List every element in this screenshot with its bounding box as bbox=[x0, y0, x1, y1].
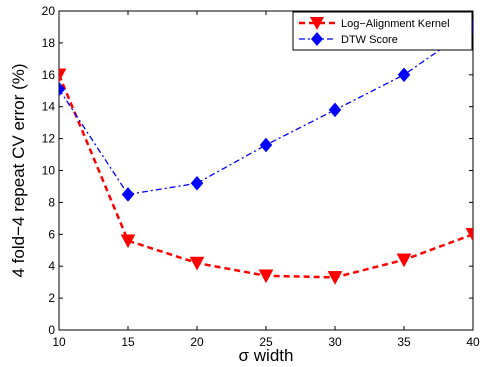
legend-marker-log-alignment-kernel bbox=[310, 17, 324, 30]
legend: Log−Alignment Kernel DTW Score bbox=[292, 11, 473, 51]
x-axis-title: σ width bbox=[239, 346, 294, 365]
data-point bbox=[465, 228, 473, 242]
data-point bbox=[189, 256, 205, 271]
series-layer bbox=[59, 19, 473, 285]
y-axis-title: 4 fold−4 repeat CV error (%) bbox=[9, 63, 28, 277]
y-tick-label: 18 bbox=[42, 36, 56, 50]
x-tick-label: 25 bbox=[259, 335, 273, 349]
data-point bbox=[59, 81, 66, 97]
x-tick-label: 40 bbox=[466, 335, 480, 349]
y-tick-label: 12 bbox=[42, 132, 56, 146]
legend-marker-dtw-score bbox=[311, 32, 323, 46]
data-point bbox=[396, 253, 412, 268]
y-tick-label: 14 bbox=[42, 100, 56, 114]
series-0 bbox=[59, 68, 473, 285]
x-tick-label: 10 bbox=[52, 335, 66, 349]
data-point bbox=[120, 234, 136, 249]
x-tick-label: 35 bbox=[397, 335, 411, 349]
series-1 bbox=[59, 19, 473, 202]
axis-ticks: 0 2 4 6 8 10 12 14 16 18 20 10 15 20 25 30 35 40 bbox=[42, 4, 480, 349]
y-tick-label: 2 bbox=[48, 291, 55, 305]
y-tick-label: 6 bbox=[48, 227, 55, 241]
data-point bbox=[258, 269, 274, 284]
y-tick-label: 10 bbox=[42, 164, 56, 178]
x-tick-label: 30 bbox=[328, 335, 342, 349]
data-point bbox=[327, 271, 343, 285]
y-tick-label: 8 bbox=[48, 195, 55, 209]
data-point bbox=[328, 102, 342, 118]
data-point bbox=[190, 175, 204, 191]
data-point bbox=[259, 137, 273, 153]
x-tick-label: 15 bbox=[121, 335, 135, 349]
y-tick-label: 4 bbox=[48, 259, 55, 273]
y-tick-label: 20 bbox=[42, 4, 56, 18]
x-tick-label: 20 bbox=[190, 335, 204, 349]
data-point bbox=[59, 68, 67, 83]
y-tick-label: 0 bbox=[48, 323, 55, 337]
legend-label-dtw-score: DTW Score bbox=[341, 34, 398, 46]
data-point bbox=[121, 187, 135, 202]
y-tick-label: 16 bbox=[42, 68, 56, 82]
legend-label-log-alignment-kernel: Log−Alignment Kernel bbox=[341, 18, 450, 30]
data-point bbox=[397, 67, 411, 83]
